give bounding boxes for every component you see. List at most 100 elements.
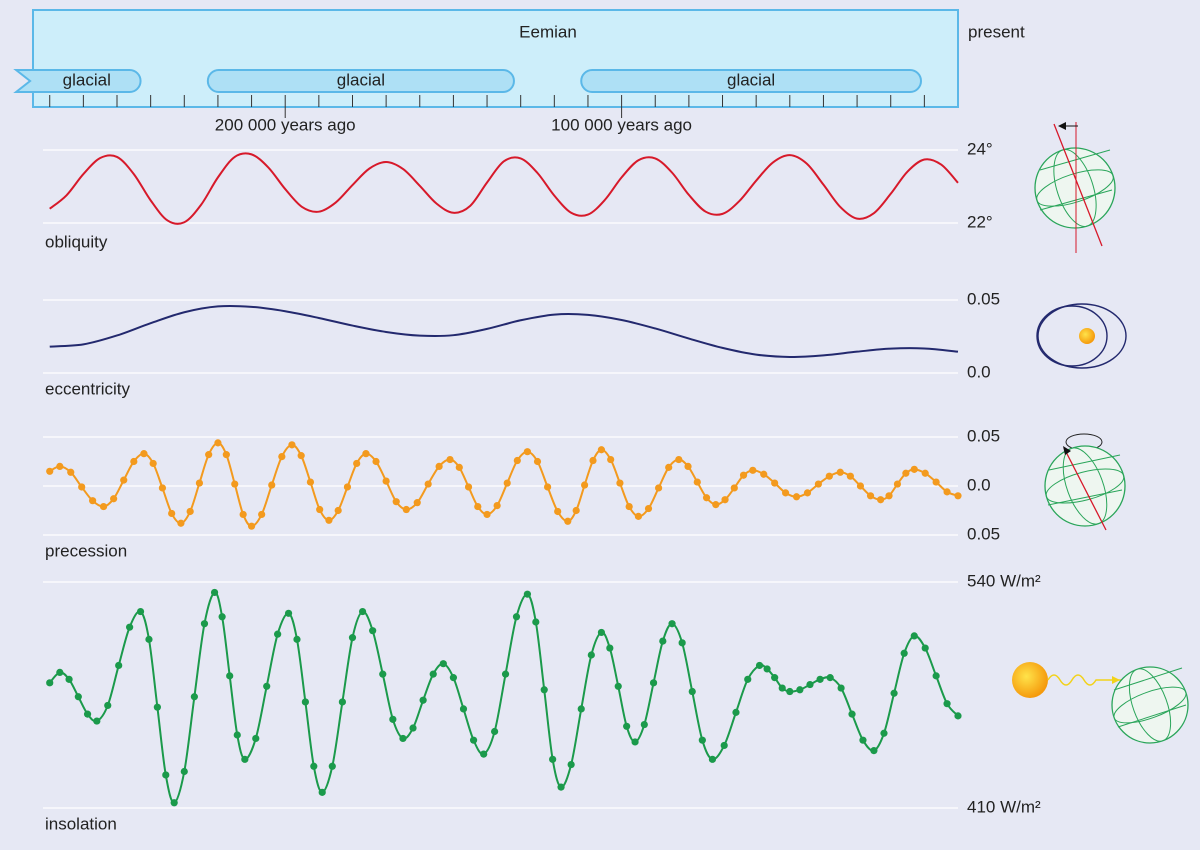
data-point [358, 607, 367, 616]
data-point [297, 452, 305, 460]
data-point [744, 675, 752, 683]
data-point [902, 469, 910, 477]
data-point [284, 609, 293, 617]
data-point [268, 481, 276, 489]
data-point [880, 729, 888, 737]
data-point [503, 479, 511, 487]
data-point [885, 492, 893, 500]
data-point [115, 661, 123, 670]
data-point [786, 687, 794, 696]
data-point [910, 465, 918, 473]
data-point [274, 630, 282, 638]
data-point [932, 478, 940, 486]
data-point [258, 510, 266, 519]
data-point [382, 477, 390, 485]
data-point [597, 446, 606, 454]
panel-precession: 0.05 0.0 0.05 precession [43, 426, 1000, 560]
data-point [474, 502, 482, 511]
data-point [623, 722, 631, 730]
data-point [372, 457, 380, 466]
data-point [606, 644, 614, 652]
data-point [708, 755, 717, 763]
data-point [46, 679, 54, 687]
data-point [338, 698, 346, 706]
data-point [392, 498, 400, 506]
data-point [288, 441, 296, 449]
data-point [67, 468, 75, 476]
data-point [557, 783, 565, 791]
data-point [379, 670, 387, 678]
data-point [712, 501, 720, 509]
panel-label: eccentricity [45, 379, 131, 398]
data-point [334, 506, 342, 515]
data-point [449, 674, 458, 682]
y-tick-label: 0.05 [967, 426, 1000, 445]
data-point [353, 459, 361, 468]
data-point [56, 668, 64, 677]
panel-insolation: 540 W/m² 410 W/m² insolation [43, 571, 1041, 833]
data-point [698, 736, 706, 744]
panel-label: insolation [45, 814, 117, 833]
data-point [792, 493, 801, 501]
data-point [491, 727, 499, 736]
data-point [293, 635, 301, 643]
data-point [616, 479, 624, 487]
data-point [513, 456, 521, 465]
data-point [668, 620, 676, 628]
data-point [554, 507, 562, 516]
data-point [943, 488, 951, 496]
data-point [343, 483, 352, 491]
data-point [130, 457, 138, 466]
data-point [597, 628, 606, 637]
x-tick-label: 200 000 years ago [215, 115, 356, 134]
data-point [483, 510, 491, 519]
data-point [369, 627, 377, 635]
data-point [644, 504, 653, 513]
data-point [177, 519, 185, 527]
data-point [74, 693, 82, 701]
data-point [180, 767, 188, 776]
data-point [252, 734, 260, 743]
data-point [749, 466, 757, 474]
panel-obliquity: 24° 22° obliquity [43, 139, 993, 251]
data-point [890, 689, 898, 697]
y-tick-label: 0.05 [967, 289, 1000, 308]
panel-label: precession [45, 541, 127, 560]
data-point [814, 480, 822, 488]
data-point [328, 762, 336, 770]
data-point [158, 484, 167, 492]
data-point [587, 651, 595, 659]
data-point [104, 701, 112, 710]
period-label: glacial [337, 70, 385, 89]
data-point [446, 455, 454, 464]
data-point [921, 644, 929, 652]
data-point [693, 478, 701, 486]
data-point [301, 698, 309, 706]
data-point [195, 479, 204, 487]
data-point [168, 509, 176, 518]
data-point [614, 682, 622, 690]
data-point [162, 771, 170, 779]
data-point [649, 679, 658, 687]
obliquity-globe [1034, 122, 1116, 253]
data-point [200, 620, 209, 628]
icons [1012, 122, 1189, 744]
y-tick-label: 24° [967, 139, 993, 158]
data-point [771, 674, 779, 682]
data-point [702, 494, 711, 502]
series-line [49, 152, 959, 225]
data-point [424, 480, 432, 488]
timeline: Eemian present glacial glacial glacial 200 00… [13, 9, 1025, 134]
series-line [49, 441, 959, 528]
data-point [634, 512, 643, 520]
data-point [866, 492, 875, 500]
data-point [110, 495, 118, 503]
present-label: present [968, 22, 1025, 41]
period-label: glacial [63, 70, 111, 89]
data-point [848, 710, 856, 718]
data-point [435, 462, 443, 470]
data-point [760, 470, 768, 478]
data-point [796, 686, 804, 694]
data-point [399, 734, 407, 743]
